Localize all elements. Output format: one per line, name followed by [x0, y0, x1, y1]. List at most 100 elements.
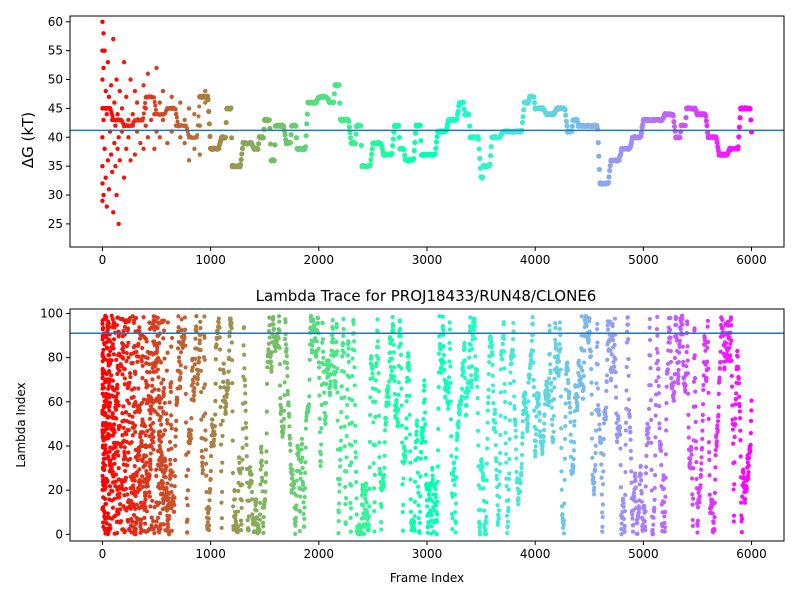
lambda-point — [363, 481, 369, 486]
lambda-point — [695, 518, 700, 523]
lambda-point — [676, 359, 681, 365]
lambda-point — [724, 358, 729, 364]
lambda-point — [207, 490, 212, 495]
lambda-point — [493, 420, 498, 425]
lambda-point — [621, 500, 626, 505]
delta-g-trace-point — [475, 136, 482, 142]
lambda-point — [749, 418, 754, 423]
lambda-point — [507, 456, 512, 462]
lambda-point — [148, 461, 153, 467]
lambda-point — [158, 439, 164, 444]
lambda-point — [153, 369, 159, 374]
lambda-point — [478, 522, 483, 527]
lambda-point — [578, 365, 584, 370]
lambda-point — [300, 441, 305, 446]
lambda-point — [595, 362, 600, 367]
lambda-point — [101, 443, 106, 448]
lambda-point — [594, 327, 600, 332]
lambda-point — [163, 505, 168, 510]
lambda-point — [196, 360, 202, 365]
lambda-point — [361, 503, 366, 508]
lambda-point — [127, 527, 132, 533]
lambda-point — [399, 403, 404, 408]
lambda-point — [399, 423, 405, 428]
lambda-point — [738, 428, 743, 433]
lambda-point — [135, 359, 140, 364]
lambda-point — [403, 436, 409, 441]
lambda-point — [628, 448, 633, 454]
lambda-point — [350, 398, 355, 403]
lambda-point — [185, 488, 191, 493]
lambda-point — [562, 436, 568, 442]
lambda-point — [132, 369, 138, 375]
lambda-point — [422, 410, 428, 415]
lambda-point — [559, 426, 564, 431]
lambda-point — [698, 483, 703, 488]
lambda-point — [663, 494, 668, 499]
lambda-point — [503, 399, 508, 405]
lambda-point — [122, 382, 127, 387]
lambda-point — [287, 414, 292, 419]
lambda-point — [249, 489, 255, 495]
delta-g-scatter-point — [101, 117, 106, 123]
lambda-point — [448, 417, 454, 422]
lambda-point — [632, 494, 637, 499]
lambda-point — [501, 336, 507, 342]
lambda-point — [362, 522, 367, 527]
lambda-point — [429, 513, 434, 518]
lambda-point — [148, 467, 153, 472]
lambda-point — [629, 469, 634, 474]
lambda-point — [486, 400, 491, 405]
lambda-point — [318, 464, 323, 469]
delta-g-y-label: ΔG (kT) — [19, 112, 37, 168]
lambda-point — [271, 326, 276, 331]
lambda-point — [462, 340, 467, 346]
lambda-point — [276, 314, 282, 319]
lambda-point — [653, 453, 658, 458]
lambda-point — [700, 412, 705, 418]
lambda-point — [483, 531, 489, 537]
lambda-point — [282, 408, 287, 413]
lambda-point — [286, 403, 291, 408]
lambda-point — [159, 405, 164, 410]
lambda-point — [541, 439, 546, 444]
lambda-point — [101, 347, 106, 352]
lambda-point — [624, 388, 629, 393]
lambda-point — [150, 498, 155, 503]
lambda-point — [633, 475, 638, 480]
lambda-point — [584, 324, 589, 329]
lambda-point — [624, 364, 629, 370]
lambda-point — [152, 387, 157, 392]
delta-g-scatter-point — [124, 94, 129, 100]
lambda-point — [737, 404, 742, 409]
lambda-point — [287, 424, 292, 429]
lambda-point — [276, 336, 281, 341]
lambda-point — [421, 388, 427, 393]
lambda-point — [391, 323, 396, 329]
lambda-point — [572, 440, 577, 445]
lambda-point — [430, 473, 435, 478]
lambda-point — [376, 356, 381, 362]
lambda-point — [691, 379, 697, 384]
lambda-point — [550, 422, 555, 428]
lambda-point — [186, 467, 191, 472]
lambda-point — [165, 522, 170, 527]
delta-g-trace-point — [736, 124, 743, 130]
lambda-point — [224, 401, 229, 406]
lambda-point — [286, 400, 291, 405]
delta-g-x-tick-label: 1000 — [195, 253, 226, 267]
lambda-point — [161, 409, 166, 414]
lambda-point — [567, 405, 573, 410]
lambda-point — [244, 442, 249, 448]
lambda-point — [622, 529, 627, 534]
lambda-point — [382, 453, 387, 458]
lambda-point — [735, 348, 740, 354]
lambda-point — [477, 532, 483, 537]
lambda-point — [343, 521, 348, 527]
lambda-point — [349, 460, 354, 465]
lambda-point — [489, 343, 495, 348]
lambda-point — [472, 316, 477, 321]
lambda-point — [525, 428, 530, 434]
delta-g-scatter-point — [126, 117, 131, 123]
lambda-point — [601, 421, 607, 426]
